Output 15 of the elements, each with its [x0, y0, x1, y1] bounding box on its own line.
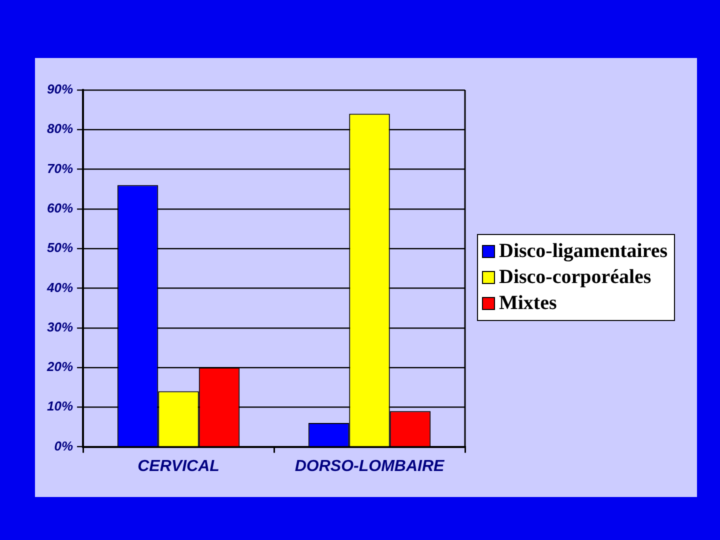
x-tick-label: DORSO-LOMBAIRE [294, 458, 446, 475]
legend-label: Mixtes [499, 292, 557, 314]
y-tick-label: 70% [46, 160, 74, 176]
legend-label: Disco-ligamentaires [499, 240, 668, 262]
y-tick-label: 90% [46, 82, 74, 97]
legend-label: Disco-corporéales [499, 266, 652, 288]
y-tick-label: 60% [46, 200, 74, 216]
y-tick-label: 10% [46, 398, 74, 414]
y-tick-label: 0% [54, 438, 74, 454]
y-tick-label: 50% [46, 240, 74, 256]
y-tick-label: 40% [46, 280, 74, 295]
y-tick-label: 20% [46, 359, 74, 374]
y-tick-label: 30% [46, 319, 74, 334]
y-tick-label: 80% [46, 121, 74, 136]
x-tick-label: CERVICAL [138, 458, 220, 475]
